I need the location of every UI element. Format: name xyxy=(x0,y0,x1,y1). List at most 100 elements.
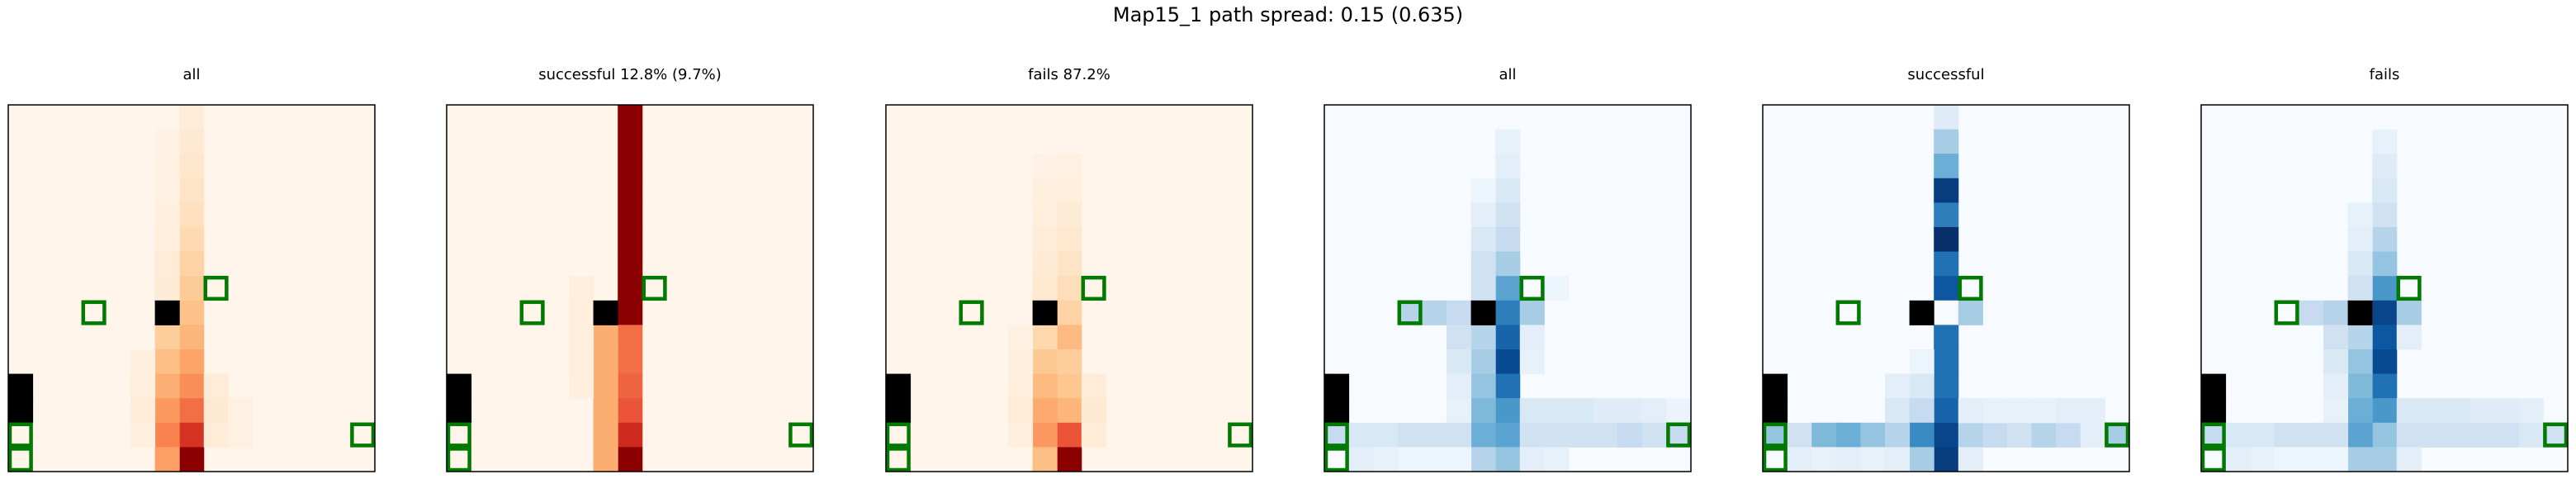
heatmap-cell xyxy=(2250,422,2275,448)
heatmap-cell xyxy=(1470,227,1496,253)
heatmap-cell xyxy=(2031,398,2057,424)
target-marker xyxy=(2200,422,2226,448)
heatmap-cell xyxy=(1909,422,1934,448)
heatmap-cell xyxy=(1860,447,1886,472)
heatmap-cell xyxy=(2056,422,2081,448)
heatmap-cell xyxy=(1934,349,1959,375)
axes-frame xyxy=(885,104,1253,472)
heatmap-cell xyxy=(1447,422,1472,448)
heatmap-cell xyxy=(1934,202,1959,228)
heatmap-cell xyxy=(1909,398,1934,424)
heatmap-cell xyxy=(1495,227,1521,253)
heatmap-cell xyxy=(1885,398,1911,424)
heatmap-cell xyxy=(1495,447,1521,472)
heatmap-cell xyxy=(2347,227,2373,253)
heatmap-cell xyxy=(2494,398,2520,424)
heatmap-cell xyxy=(618,325,643,350)
heatmap-cell xyxy=(1057,349,1082,375)
heatmap-cell xyxy=(1666,398,1692,424)
heatmap-cell xyxy=(1008,349,1034,375)
heatmap-cell xyxy=(2347,447,2373,472)
heatmap-cell xyxy=(179,276,205,301)
heatmap-cell xyxy=(2347,398,2373,424)
target-marker xyxy=(1397,300,1423,325)
heatmap-cell xyxy=(179,178,205,203)
obstacle-cell xyxy=(1909,300,1934,325)
heatmap-cell xyxy=(2372,300,2398,325)
heatmap-cell xyxy=(1057,300,1082,325)
heatmap-cell xyxy=(2299,422,2324,448)
heatmap-cell xyxy=(1958,398,1983,424)
obstacle-cell xyxy=(2201,373,2227,399)
heatmap-cell xyxy=(2299,300,2324,325)
obstacle-cell xyxy=(8,398,34,424)
heatmap-cell xyxy=(154,349,180,375)
axes-frame xyxy=(1324,104,1692,472)
heatmap-cell xyxy=(1982,398,2008,424)
target-marker xyxy=(81,300,107,325)
heatmap-cell xyxy=(179,227,205,253)
heatmap-panel-3 xyxy=(885,104,1253,472)
heatmap-cell xyxy=(1934,227,1959,253)
obstacle-cell xyxy=(2347,300,2373,325)
heatmap-cell xyxy=(2347,325,2373,350)
heatmap-cell xyxy=(2347,373,2373,399)
heatmap-cell xyxy=(1032,422,1058,448)
heatmap-cell xyxy=(130,349,156,375)
heatmap-cell xyxy=(2347,422,2373,448)
heatmap-cell xyxy=(2201,422,2227,448)
axes-frame xyxy=(446,104,814,472)
heatmap-cell xyxy=(179,105,205,130)
panel-2-title: successful 12.8% (9.7%) xyxy=(538,66,722,83)
heatmap-cell xyxy=(1885,447,1911,472)
heatmap-cell xyxy=(1641,398,1667,424)
heatmap-cell xyxy=(2421,398,2446,424)
heatmap-cell xyxy=(1495,129,1521,154)
heatmap-cell xyxy=(2421,422,2446,448)
heatmap-cell xyxy=(1519,349,1545,375)
heatmap-cell xyxy=(1057,422,1082,448)
heatmap-cell xyxy=(593,349,618,375)
heatmap-cell xyxy=(1324,422,1350,448)
target-marker xyxy=(7,447,33,472)
heatmap-cell xyxy=(1057,398,1082,424)
heatmap-cell xyxy=(179,154,205,179)
heatmap-cell xyxy=(1811,422,1837,448)
heatmap-cell xyxy=(1909,373,1934,399)
heatmap-cell xyxy=(618,129,643,154)
heatmap-cell xyxy=(1495,251,1521,277)
heatmap-cell xyxy=(1934,422,1959,448)
heatmap-cell xyxy=(1835,447,1861,472)
heatmap-cell xyxy=(1081,373,1106,399)
heatmap-cell xyxy=(179,325,205,350)
heatmap-cell xyxy=(2372,447,2398,472)
heatmap-cell xyxy=(1763,422,1788,448)
obstacle-cell xyxy=(447,398,472,424)
heatmap-cell xyxy=(2323,398,2349,424)
heatmap-panel-4 xyxy=(1324,104,1692,472)
target-marker xyxy=(1958,275,1983,301)
heatmap-cell xyxy=(1447,349,1472,375)
heatmap-cell xyxy=(2347,349,2373,375)
heatmap-cell xyxy=(1447,373,1472,399)
heatmap-cell xyxy=(1447,447,1472,472)
heatmap-cell xyxy=(1909,349,1934,375)
heatmap-cell xyxy=(1008,373,1034,399)
panel-1-title: all xyxy=(182,66,201,83)
heatmap-cell xyxy=(1641,422,1667,448)
target-marker xyxy=(1228,422,1253,448)
heatmap-cell xyxy=(203,422,229,448)
target-marker xyxy=(1324,422,1349,448)
target-marker xyxy=(446,447,471,472)
heatmap-cell xyxy=(1787,422,1812,448)
target-marker xyxy=(2274,300,2299,325)
heatmap-cell xyxy=(2372,422,2398,448)
heatmap-cell xyxy=(593,373,618,399)
obstacle-cell xyxy=(886,373,912,399)
heatmap-cell xyxy=(2007,398,2033,424)
heatmap-cell xyxy=(2031,422,2057,448)
heatmap-cell xyxy=(2323,325,2349,350)
heatmap-cell xyxy=(2494,422,2520,448)
heatmap-cell xyxy=(1569,398,1594,424)
heatmap-cell xyxy=(2372,129,2398,154)
